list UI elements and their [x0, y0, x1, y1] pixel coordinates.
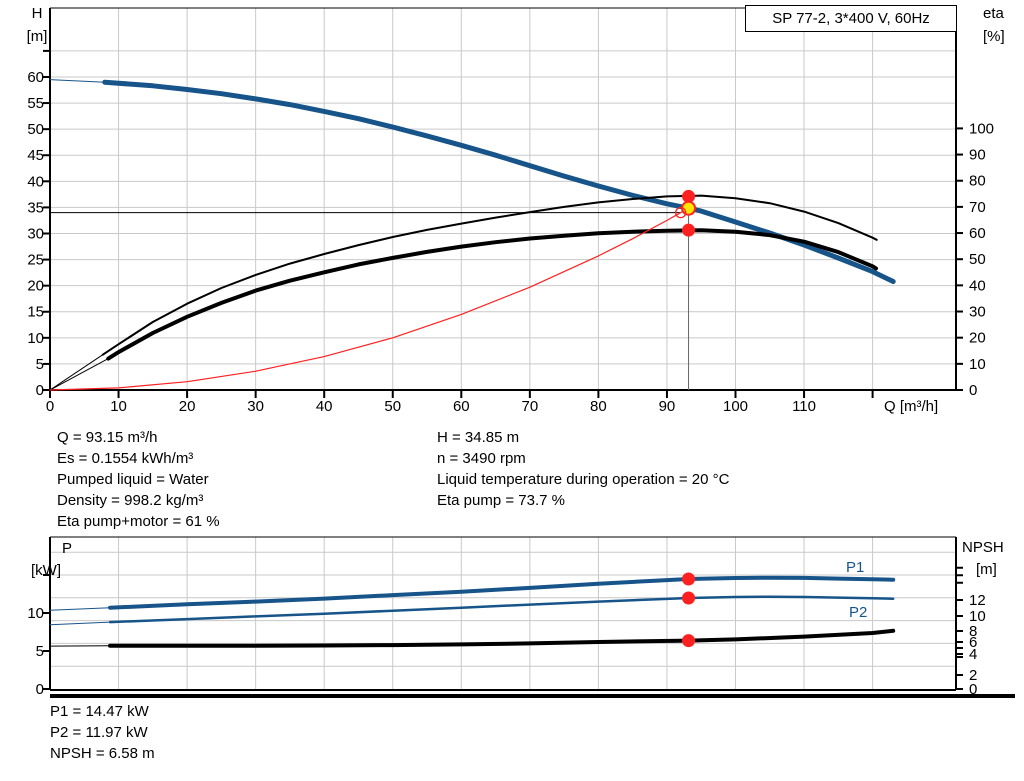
info-line-npsh: NPSH = 6.58 m: [50, 745, 155, 762]
eta-pump-curve-leader: [49, 354, 104, 391]
eta-axis-unit: [%]: [983, 28, 1005, 45]
head-curve: [102, 79, 896, 284]
tick-label-right: 70: [969, 199, 986, 216]
tick-label-right: 40: [969, 277, 986, 294]
p2-duty-dot: [682, 591, 696, 605]
tick-label-right: 8: [969, 623, 977, 640]
tick-label-x: 30: [247, 398, 264, 415]
tick-label-left: 0: [36, 681, 44, 698]
tick-label-left: 55: [27, 95, 44, 112]
tick-label-x: 110: [792, 398, 816, 415]
tick-label-right: 0: [969, 681, 977, 698]
tick-label-left: 10: [27, 605, 44, 622]
tick-label-right: 100: [969, 120, 994, 137]
tick-label-left: 25: [27, 252, 44, 269]
tick-label-x: 40: [316, 398, 333, 415]
info-line-eta-pm: Eta pump+motor = 61 %: [57, 513, 220, 530]
head-curve-leader: [49, 79, 106, 83]
duty-info-left: Q = 93.15 m³/h Es = 0.1554 kWh/m³ Pumped…: [57, 427, 220, 532]
h-axis-header: H: [31, 5, 43, 22]
tick-label-right: 20: [969, 330, 986, 347]
h-axis-unit: [m]: [26, 28, 48, 45]
tick-label-x: 90: [659, 398, 676, 415]
power-info-block: P1 = 14.47 kW P2 = 11.97 kW NPSH = 6.58 …: [50, 701, 155, 764]
system-curve: [49, 207, 690, 391]
tick-label-left: 50: [27, 121, 44, 138]
npsh-duty-dot: [682, 634, 696, 648]
tick-label-right: 2: [969, 667, 977, 684]
npsh-curve: [108, 628, 896, 648]
tick-label-x: 10: [110, 398, 127, 415]
info-line-eta: Eta pump = 73.7 %: [437, 492, 565, 509]
tick-label-left: 15: [27, 304, 44, 321]
tick-label-x: 0: [46, 398, 54, 415]
p1-duty-dot: [682, 572, 696, 586]
tick-label-right: 10: [969, 356, 986, 373]
chart-title-box: SP 77-2, 3*400 V, 60Hz: [745, 5, 957, 32]
p-axis-unit: [kW]: [31, 562, 61, 579]
chart-title: SP 77-2, 3*400 V, 60Hz: [772, 10, 930, 27]
tick-label-right: 0: [969, 382, 977, 399]
info-line-density: Density = 998.2 kg/m³: [57, 492, 204, 509]
tick-label-left: 10: [27, 330, 44, 347]
info-line-temp: Liquid temperature during operation = 20…: [437, 471, 730, 488]
tick-label-x: 80: [590, 398, 607, 415]
info-line-p2: P2 = 11.97 kW: [50, 724, 148, 741]
info-line-n: n = 3490 rpm: [437, 450, 526, 467]
tick-label-right: 10: [969, 608, 986, 625]
info-line-p1: P1 = 14.47 kW: [50, 703, 149, 720]
tick-label-right: 4: [969, 646, 977, 663]
tick-label-right: 30: [969, 304, 986, 321]
npsh-axis-unit: [m]: [976, 561, 997, 578]
tick-label-left: 60: [27, 69, 44, 86]
tick-label-left: 45: [27, 147, 44, 164]
p1-curve-label: P1: [846, 559, 865, 576]
eta-pump-motor-curve: [106, 228, 878, 361]
info-line-h: H = 34.85 m: [437, 429, 520, 446]
tick-label-right: 80: [969, 173, 986, 190]
tick-label-x: 50: [384, 398, 401, 415]
tick-label-left: 40: [27, 173, 44, 190]
duty-info-right: H = 34.85 m n = 3490 rpm Liquid temperat…: [437, 427, 729, 511]
tick-label-left: 0: [36, 382, 44, 399]
info-line-es: Es = 0.1554 kWh/m³: [57, 450, 194, 467]
p2-curve-label: P2: [849, 604, 868, 621]
eta-pump-duty-dot: [682, 189, 696, 203]
p1-curve: [108, 575, 896, 610]
p2-curve: [108, 595, 895, 624]
npsh-axis-header: NPSH: [962, 539, 1004, 556]
p2-curve-leader: [49, 621, 111, 626]
tick-label-x: 60: [453, 398, 470, 415]
p1-curve-leader: [49, 607, 111, 611]
eta-pump-curve: [101, 194, 878, 356]
tick-label-left: 5: [36, 356, 44, 373]
system-intersection-circle: [675, 206, 687, 219]
tick-label-x: 20: [179, 398, 196, 415]
tick-label-right: 6: [969, 634, 977, 651]
eta-pump-motor-curve-leader: [49, 358, 109, 391]
tick-label-right: 50: [969, 251, 986, 268]
q-axis-label: Q [m³/h]: [884, 398, 939, 415]
eta-axis-header: eta: [983, 5, 1004, 22]
tick-label-x: 100: [723, 398, 748, 415]
tick-label-right: 60: [969, 225, 986, 242]
info-line-liquid: Pumped liquid = Water: [57, 471, 209, 488]
tick-label-x: 70: [522, 398, 539, 415]
tick-label-right: 12: [969, 592, 986, 609]
tick-label-left: 30: [27, 225, 44, 242]
tick-label-right: 90: [969, 147, 986, 164]
tick-label-left: 5: [36, 643, 44, 660]
p-axis-header: P: [62, 540, 73, 557]
tick-label-left: 35: [27, 199, 44, 216]
eta-pump-motor-duty-dot: [682, 223, 696, 237]
info-line-q: Q = 93.15 m³/h: [57, 429, 158, 446]
tick-label-left: 20: [27, 278, 44, 295]
